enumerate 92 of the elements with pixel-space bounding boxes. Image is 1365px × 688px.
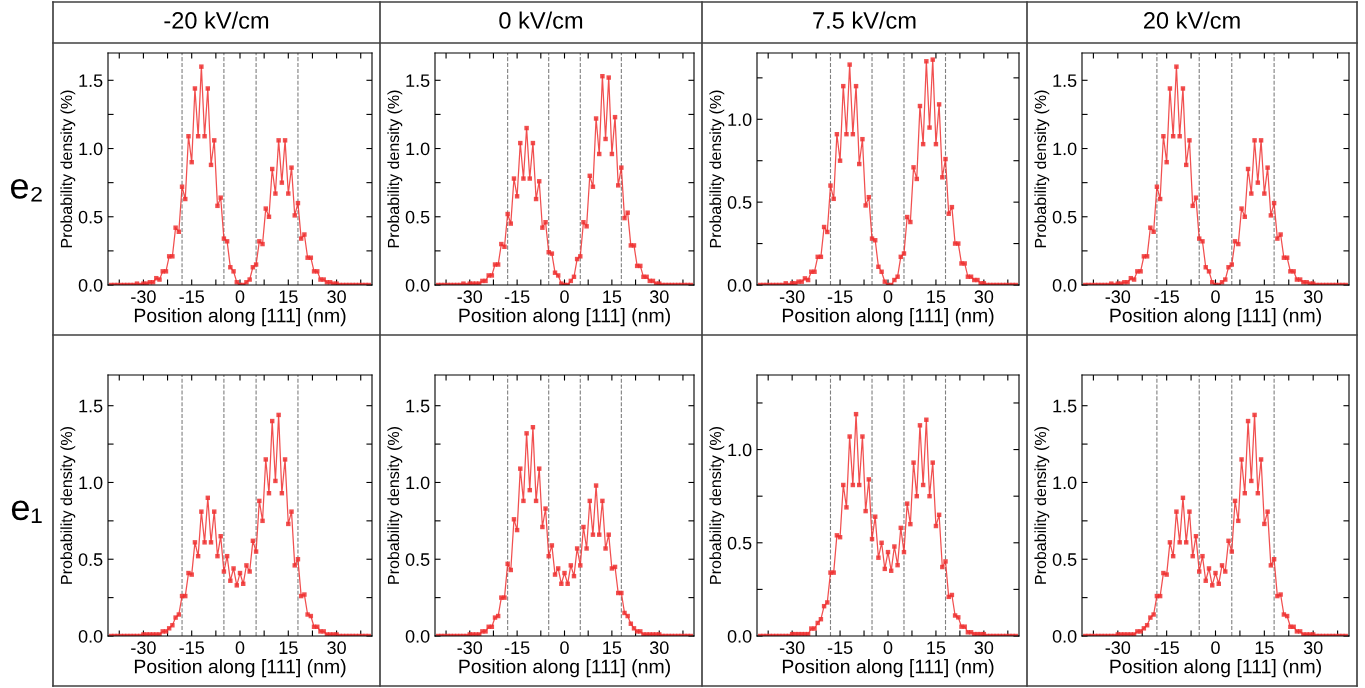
x-tick-label: 0: [1211, 641, 1220, 655]
x-axis-title: Position along [111] (nm): [134, 659, 346, 678]
y-tick-label: 1.5: [79, 399, 103, 413]
x-axis-title: Position along [111] (nm): [459, 659, 670, 678]
y-axis-title: Probability density (%): [387, 427, 403, 584]
x-tick-label: 30: [974, 641, 994, 655]
y-tick-label: 0.0: [78, 278, 103, 292]
y-tick-label: 0.0: [405, 629, 430, 643]
x-tick-label: 30: [327, 641, 346, 655]
x-tick-label: -15: [179, 290, 204, 304]
x-axis-title: Position along [111] (nm): [782, 659, 994, 678]
y-tick-label: 0.5: [1052, 553, 1077, 566]
x-tick-label: 0: [883, 290, 893, 304]
y-axis-title: Probability density (%): [1034, 90, 1050, 248]
x-tick-label: -30: [779, 641, 805, 655]
x-tick-label: 30: [649, 641, 669, 655]
x-tick-label: 0: [560, 290, 569, 304]
x-tick-label: 15: [603, 641, 622, 655]
y-axis-title: Probability density (%): [387, 90, 403, 248]
y-tick-label: 0.0: [727, 629, 752, 643]
y-tick-label: 1.5: [406, 74, 430, 88]
x-tick-label: 15: [279, 290, 298, 304]
y-tick-label: 0.5: [78, 553, 103, 566]
y-tick-label: 0.5: [727, 196, 752, 209]
x-tick-label: -15: [179, 641, 204, 655]
chart-title: 20 kV/cm: [1143, 11, 1240, 29]
x-tick-label: -15: [504, 641, 530, 655]
x-tick-label: -30: [457, 641, 483, 655]
y-tick-label: 0.5: [727, 536, 752, 550]
x-tick-label: -15: [1154, 290, 1179, 304]
x-tick-label: -30: [1105, 290, 1131, 304]
chart-title: 0 kV/cm: [499, 11, 583, 29]
x-tick-label: -30: [779, 290, 805, 304]
y-tick-label: 1.0: [1053, 476, 1077, 490]
x-tick-label: 30: [1303, 641, 1323, 655]
x-axis-title: Position along [111] (nm): [1110, 659, 1321, 678]
x-tick-label: -30: [131, 641, 156, 655]
y-axis-title: Probability density (%): [709, 90, 725, 248]
x-tick-label: 15: [927, 290, 946, 304]
x-tick-label: 0: [235, 290, 245, 304]
x-tick-label: 0: [1211, 290, 1220, 304]
x-tick-label: 30: [327, 290, 346, 304]
y-tick-label: 0.0: [727, 278, 752, 292]
x-axis-title: Position along [111] (nm): [782, 308, 994, 327]
y-tick-label: 0.0: [1052, 629, 1077, 643]
y-tick-label: 1.5: [1053, 399, 1077, 413]
x-tick-label: -15: [504, 290, 530, 304]
x-tick-label: 30: [649, 290, 669, 304]
x-tick-label: -15: [827, 641, 853, 655]
x-tick-label: 30: [974, 290, 994, 304]
y-tick-label: 1.0: [728, 113, 752, 127]
y-axis-title: Probability density (%): [709, 427, 725, 584]
x-tick-label: 15: [603, 290, 622, 304]
chart-title: -20 kV/cm: [164, 11, 269, 29]
x-tick-label: 15: [1255, 641, 1274, 655]
x-tick-label: 15: [1255, 290, 1274, 304]
y-tick-label: 0.5: [405, 210, 430, 224]
y-tick-label: 1.5: [79, 74, 103, 88]
x-tick-label: 15: [927, 641, 946, 655]
x-tick-label: 15: [279, 641, 298, 655]
y-tick-label: 1.0: [79, 142, 103, 156]
y-axis-title: Probability density (%): [1034, 427, 1050, 584]
y-tick-label: 0.5: [1052, 210, 1077, 224]
x-tick-label: -30: [457, 290, 483, 304]
y-tick-label: 0.5: [78, 210, 103, 224]
y-tick-label: 0.0: [1052, 278, 1077, 292]
y-tick-label: 1.5: [1053, 74, 1077, 88]
text: e₂: [10, 178, 42, 202]
x-tick-label: -15: [1154, 641, 1179, 655]
x-tick-label: -30: [131, 290, 156, 304]
text: e₁: [11, 500, 42, 523]
y-tick-label: 1.5: [406, 399, 430, 413]
y-tick-label: 1.0: [79, 476, 103, 490]
x-tick-label: 0: [883, 641, 893, 655]
x-tick-label: -15: [827, 290, 853, 304]
y-tick-label: 1.0: [406, 142, 430, 156]
y-axis-title: Probability density (%): [60, 90, 76, 248]
y-tick-label: 1.0: [406, 476, 430, 490]
y-tick-label: 0.0: [405, 278, 430, 292]
y-tick-label: 1.0: [728, 443, 752, 457]
x-axis-title: Position along [111] (nm): [134, 308, 346, 327]
chart-title: 7.5 kV/cm: [813, 11, 916, 29]
x-tick-label: 0: [235, 641, 245, 655]
y-axis-title: Probability density (%): [60, 427, 76, 584]
y-tick-label: 0.5: [405, 553, 430, 566]
x-tick-label: 30: [1303, 290, 1323, 304]
x-tick-label: -30: [1105, 641, 1131, 655]
y-tick-label: 0.0: [78, 629, 103, 643]
x-axis-title: Position along [111] (nm): [459, 308, 670, 327]
x-axis-title: Position along [111] (nm): [1110, 308, 1321, 327]
x-tick-label: 0: [560, 641, 569, 655]
y-tick-label: 1.0: [1053, 142, 1077, 156]
